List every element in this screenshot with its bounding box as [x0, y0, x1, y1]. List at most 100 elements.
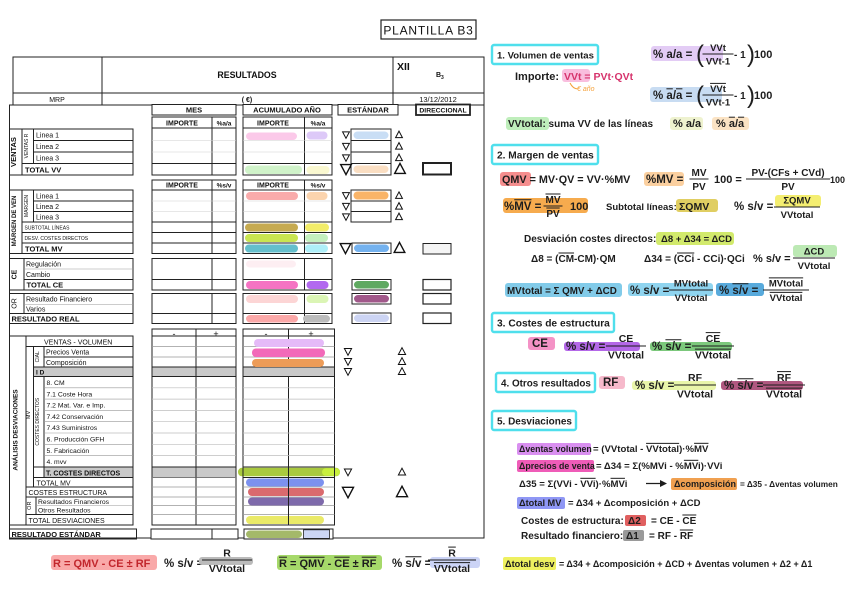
- svg-text:% a/a =: % a/a =: [653, 90, 693, 102]
- svg-text:% s/v =: % s/v =: [753, 253, 791, 265]
- svg-text:ΣQMV: ΣQMV: [679, 201, 709, 213]
- svg-text:MV: MV: [26, 411, 32, 420]
- svg-text:Regulación: Regulación: [26, 262, 61, 269]
- svg-text:%s/v: %s/v: [217, 183, 232, 190]
- svg-text:Δ8 = (CM-CM)·QM: Δ8 = (CM-CM)·QM: [531, 254, 616, 265]
- svg-text:OR: OR: [27, 502, 33, 510]
- svg-text:R = QMV - CE ± RF: R = QMV - CE ± RF: [53, 558, 151, 570]
- svg-text:VVt-1: VVt-1: [706, 57, 731, 68]
- svg-text:( €): ( €): [242, 97, 253, 104]
- svg-text:RF: RF: [603, 377, 618, 389]
- svg-text:Δprecios de venta: Δprecios de venta: [519, 461, 595, 471]
- svg-text:+: +: [308, 329, 313, 339]
- svg-text:VVt = PVt·QVt: VVt = PVt·QVt: [564, 71, 634, 83]
- svg-text:Otros Resultados: Otros Resultados: [38, 508, 91, 515]
- svg-text:13/12/2012: 13/12/2012: [419, 95, 457, 104]
- svg-text:% s/v =: % s/v =: [652, 341, 692, 353]
- svg-text:MVtotal: MVtotal: [674, 279, 708, 290]
- svg-text:ΣQMV: ΣQMV: [783, 196, 811, 207]
- svg-text:(: (: [696, 41, 704, 68]
- svg-text:PV: PV: [692, 182, 706, 193]
- svg-text:Resultado financiero:: Resultado financiero:: [521, 531, 623, 542]
- svg-text:QMV = MV·QV = VV·%MV: QMV = MV·QV = VV·%MV: [502, 174, 631, 186]
- svg-text:Δ2: Δ2: [628, 516, 641, 527]
- svg-text:RESULTADOS: RESULTADOS: [217, 70, 276, 80]
- svg-text:MV: MV: [692, 168, 707, 179]
- svg-text:VVtotal: VVtotal: [434, 563, 470, 575]
- svg-text:4. Otros resultados: 4. Otros resultados: [501, 379, 591, 390]
- svg-text:MVtotal: MVtotal: [769, 279, 803, 290]
- svg-text:): ): [747, 41, 755, 68]
- svg-text:RF: RF: [777, 372, 792, 384]
- svg-text:PV: PV: [546, 209, 560, 220]
- svg-text:VVtotal: VVtotal: [766, 389, 802, 401]
- svg-text:CE: CE: [12, 269, 19, 279]
- svg-text:MES: MES: [186, 106, 202, 115]
- svg-text:R: R: [223, 548, 231, 560]
- svg-text:PLANTILLA B3: PLANTILLA B3: [383, 24, 473, 38]
- svg-text:Linea 1: Linea 1: [36, 133, 59, 140]
- svg-text:DIRECCIONAL: DIRECCIONAL: [419, 108, 466, 115]
- svg-text:= Δ34 + Δcomposición + ΔCD: = Δ34 + Δcomposición + ΔCD: [568, 498, 701, 509]
- svg-text:B: B: [436, 72, 441, 79]
- svg-text:PV: PV: [781, 182, 795, 193]
- svg-text:Δcomposición: Δcomposición: [674, 479, 736, 489]
- svg-text:= Δ34 = Σ(%MVi - %MVi)·VVi: = Δ34 = Σ(%MVi - %MVi)·VVi: [596, 461, 722, 472]
- svg-text:% s/v =: % s/v =: [719, 285, 759, 297]
- svg-text:% s/v =: % s/v =: [724, 380, 764, 392]
- svg-text:- 1: - 1: [734, 50, 746, 61]
- svg-text:100: 100: [830, 175, 845, 185]
- svg-text:MÁRGEN DE VEN: MÁRGEN DE VEN: [11, 196, 18, 247]
- svg-text:IMPORTE: IMPORTE: [257, 121, 289, 128]
- svg-text:I D: I D: [36, 370, 45, 377]
- svg-text:CIAL: CIAL: [35, 351, 41, 362]
- svg-text:3. Costes de estructura: 3. Costes de estructura: [497, 319, 610, 330]
- svg-text:-: -: [173, 329, 176, 339]
- svg-text:Resultado Financiero: Resultado Financiero: [26, 297, 92, 304]
- svg-text:Importe:: Importe:: [515, 71, 559, 83]
- svg-text:VVtotal: VVtotal: [677, 389, 713, 401]
- svg-text:MARGEN: MARGEN: [24, 195, 30, 217]
- svg-text:7.43 Suministros: 7.43 Suministros: [47, 425, 98, 432]
- svg-text:8. CM: 8. CM: [47, 380, 65, 387]
- svg-text:DESV. COSTES DIRECTOS: DESV. COSTES DIRECTOS: [25, 236, 89, 242]
- svg-text:RESULTADO ESTÁNDAR: RESULTADO ESTÁNDAR: [12, 530, 102, 539]
- svg-text:IMPORTE: IMPORTE: [166, 121, 198, 128]
- svg-text:Δtotal desv: Δtotal desv: [505, 559, 555, 569]
- svg-text:TOTAL CE: TOTAL CE: [27, 281, 64, 290]
- svg-text:% a/a: % a/a: [673, 118, 702, 130]
- svg-text:Cambio: Cambio: [26, 272, 50, 279]
- svg-text:TOTAL VV: TOTAL VV: [25, 166, 61, 175]
- svg-text:ANÁLISIS DESVIACIONES: ANÁLISIS DESVIACIONES: [11, 389, 20, 471]
- svg-text:Precios Venta: Precios Venta: [46, 350, 89, 357]
- svg-text:-: -: [265, 329, 268, 339]
- svg-text:Δ1: Δ1: [626, 531, 639, 542]
- svg-text:VVtotal: VVtotal: [798, 261, 831, 272]
- svg-text:4. mvv: 4. mvv: [47, 459, 68, 466]
- svg-text:RF: RF: [688, 372, 703, 384]
- svg-text:%MV =: %MV =: [646, 174, 684, 186]
- svg-text:VVt: VVt: [710, 43, 727, 54]
- svg-text:T. COSTES DIRECTOS: T. COSTES DIRECTOS: [46, 471, 120, 478]
- svg-text:100: 100: [754, 49, 772, 61]
- svg-text:VVtotal: VVtotal: [608, 350, 644, 362]
- svg-text:RESULTADO REAL: RESULTADO REAL: [12, 315, 80, 324]
- svg-text:(: (: [696, 82, 704, 109]
- svg-text:Δtotal MV: Δtotal MV: [519, 498, 562, 508]
- svg-text:MVtotal = Σ QMV + ΔCD: MVtotal = Σ QMV + ΔCD: [507, 286, 617, 297]
- svg-text:%s/v: %s/v: [311, 183, 326, 190]
- svg-text:2. Margen de ventas: 2. Margen de ventas: [497, 151, 594, 162]
- svg-text:5. Desviaciones: 5. Desviaciones: [497, 417, 572, 428]
- svg-text:= (VVtotal - VVtotal)·%MV: = (VVtotal - VVtotal)·%MV: [593, 444, 709, 455]
- svg-text:3: 3: [441, 75, 444, 81]
- svg-text:VVtotal: VVtotal: [695, 350, 731, 362]
- svg-text:1. Volumen de ventas: 1. Volumen de ventas: [497, 51, 594, 62]
- svg-text:ΔCD: ΔCD: [804, 247, 825, 258]
- svg-text:): ): [747, 82, 755, 109]
- svg-text:Δ34 = (CCi - CCi)·QCi: Δ34 = (CCi - CCi)·QCi: [644, 254, 745, 265]
- svg-text:100 =: 100 =: [714, 174, 742, 186]
- svg-text:Varios: Varios: [26, 307, 46, 314]
- svg-text:ACUMULADO AÑO: ACUMULADO AÑO: [253, 106, 321, 115]
- svg-text:VVtotal: VVtotal: [770, 293, 803, 304]
- svg-text:VVt-1: VVt-1: [706, 98, 731, 109]
